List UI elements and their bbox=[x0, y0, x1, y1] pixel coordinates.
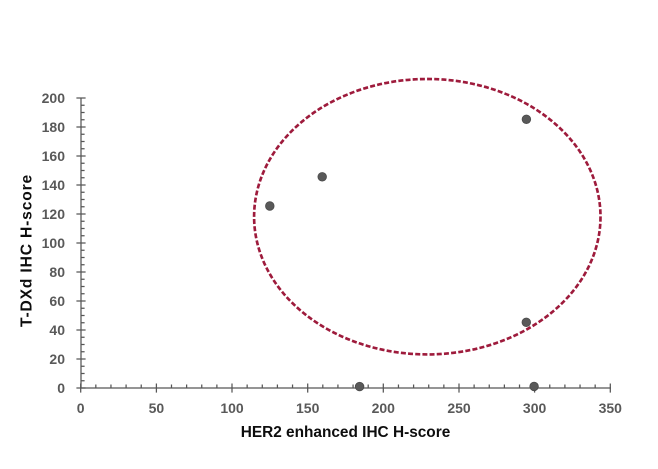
svg-text:200: 200 bbox=[42, 90, 66, 106]
svg-text:60: 60 bbox=[49, 293, 65, 309]
svg-text:180: 180 bbox=[42, 119, 66, 135]
svg-text:0: 0 bbox=[77, 400, 85, 416]
svg-text:120: 120 bbox=[42, 206, 66, 222]
svg-text:20: 20 bbox=[49, 351, 65, 367]
svg-text:300: 300 bbox=[523, 400, 547, 416]
svg-text:80: 80 bbox=[49, 264, 65, 280]
svg-text:40: 40 bbox=[49, 322, 65, 338]
svg-text:150: 150 bbox=[296, 400, 320, 416]
svg-text:200: 200 bbox=[372, 400, 396, 416]
svg-text:100: 100 bbox=[42, 235, 66, 251]
svg-text:50: 50 bbox=[149, 400, 165, 416]
svg-text:HER2 enhanced IHC H-score: HER2 enhanced IHC H-score bbox=[241, 424, 451, 441]
svg-text:350: 350 bbox=[599, 400, 623, 416]
svg-text:100: 100 bbox=[220, 400, 244, 416]
svg-text:160: 160 bbox=[42, 148, 66, 164]
svg-text:0: 0 bbox=[57, 380, 65, 396]
svg-text:250: 250 bbox=[447, 400, 471, 416]
svg-text:140: 140 bbox=[42, 177, 66, 193]
svg-text:T-DXd IHC H-score: T-DXd IHC H-score bbox=[18, 174, 35, 327]
